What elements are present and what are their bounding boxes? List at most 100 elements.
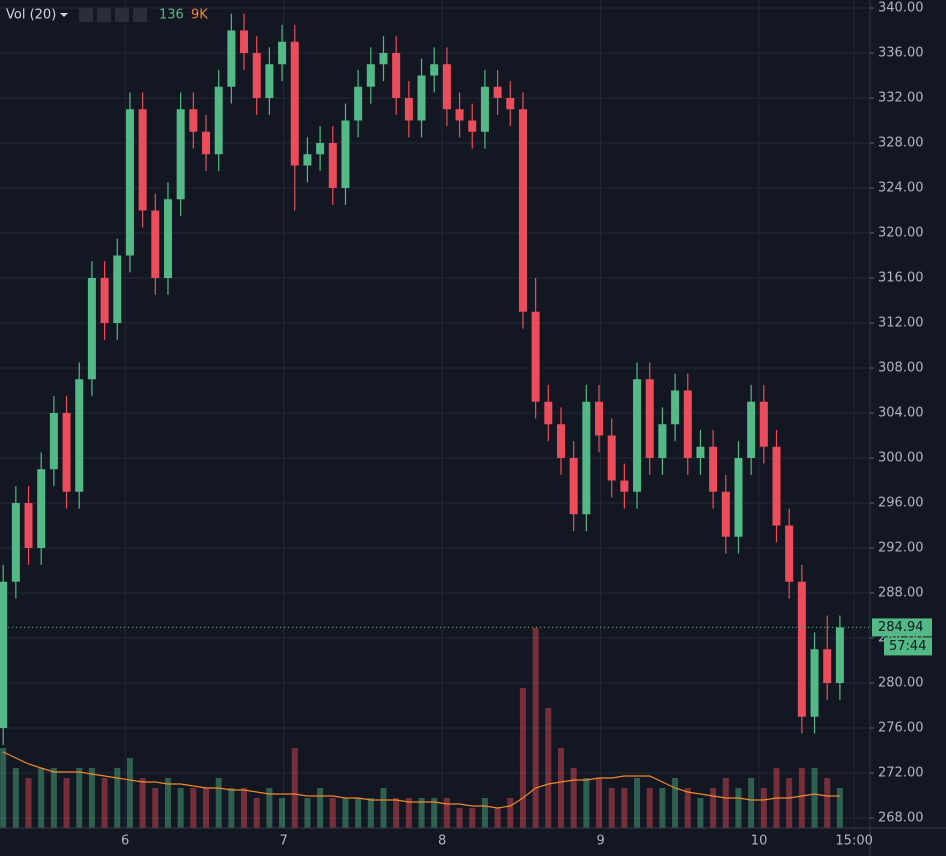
legend-name: Vol (20) [6,8,56,23]
last-price-label: 284.94 [878,620,924,635]
volume-bar [342,798,349,828]
volume-bar [481,798,488,828]
candle-body [366,64,375,87]
volume-bar [494,808,501,828]
candle-body [316,142,325,155]
volume-bar [0,748,7,828]
candle-body [151,210,160,278]
x-tick-label: 8 [438,834,446,849]
candle-body [595,401,604,436]
candle-body [683,390,692,458]
volume-bar [824,778,831,828]
x-tick-label: 7 [280,834,288,849]
candle-body [772,446,781,526]
candle-layer [0,13,844,745]
candle-body [468,120,477,132]
volume-bar [380,788,387,828]
candle-body [835,627,844,683]
candle-body [671,390,680,425]
icon-eye[interactable] [79,8,93,22]
candle-body [278,41,287,65]
volume-bar [748,778,755,828]
volume-bar [367,798,374,828]
x-tick-label: 15:00 [835,834,872,849]
candle-body [24,502,33,548]
candle-body [493,86,502,98]
candle-body [163,199,172,278]
volume-bar [317,788,324,828]
candle-body [37,469,46,548]
volume-bar [710,788,717,828]
candle-body [620,480,629,492]
volume-bar [570,768,577,828]
candle-body [823,649,832,683]
y-tick-label: 316.00 [878,270,924,285]
legend-dropdown[interactable] [60,13,68,17]
candle-body [379,52,388,65]
volume-bar [443,798,450,828]
legend: Vol (20) 136 9K [6,8,208,23]
candle-body [354,86,363,121]
candle-body [214,86,223,155]
volume-bar [469,808,476,828]
candle-body [442,64,451,110]
x-tick-label: 6 [121,834,129,849]
y-tick-label: 268.00 [878,810,924,825]
countdown-label: 57:44 [889,639,926,654]
volume-bar [659,788,666,828]
volume-bar [760,788,767,828]
volume-bar [583,778,590,828]
x-tick-label: 9 [596,834,604,849]
candle-body [696,446,705,458]
y-tick-label: 340.00 [878,0,924,15]
y-tick-label: 304.00 [878,405,924,420]
volume-bar [507,798,514,828]
candle-body [734,457,743,537]
countdown-box [884,637,932,656]
candle-body [633,379,642,492]
volume-bar [393,798,400,828]
volume-bar [405,798,412,828]
volume-bar [431,798,438,828]
candle-body [227,30,236,87]
y-tick-label: 332.00 [878,90,924,105]
volume-bar [684,788,691,828]
volume-bar [139,778,146,828]
volume-bar [621,788,628,828]
candle-body [480,86,489,132]
legend-value: 9K [191,8,208,23]
volume-bar [12,768,19,828]
x-tick-label: 10 [751,834,768,849]
candle-body [544,401,553,425]
icon-more[interactable] [115,8,129,22]
candle-body [328,142,337,188]
y-tick-label: 280.00 [878,675,924,690]
icon-close[interactable] [133,8,147,22]
volume-bar [722,778,729,828]
candle-body [607,435,616,481]
candle-body [290,41,299,166]
candle-body [392,52,401,98]
volume-bar [519,688,526,828]
candle-body [645,379,654,458]
icon-settings[interactable] [97,8,111,22]
candle-body [759,401,768,447]
legend-value: 136 [159,8,184,23]
candle-body [176,109,185,200]
candle-body [404,97,413,121]
candle-body [138,109,147,211]
volume-bar [291,748,298,828]
candle-body [582,401,591,515]
y-tick-label: 324.00 [878,180,924,195]
volume-bar [228,788,235,828]
volume-bar [608,788,615,828]
candle-body [569,457,578,515]
axes: 268.00272.00276.00280.00284.00288.00292.… [0,0,932,849]
candle-body [658,424,667,458]
y-tick-label: 296.00 [878,495,924,510]
candle-body [113,255,122,323]
volume-bar [241,788,248,828]
volume-bar [634,778,641,828]
candle-body [0,581,8,728]
